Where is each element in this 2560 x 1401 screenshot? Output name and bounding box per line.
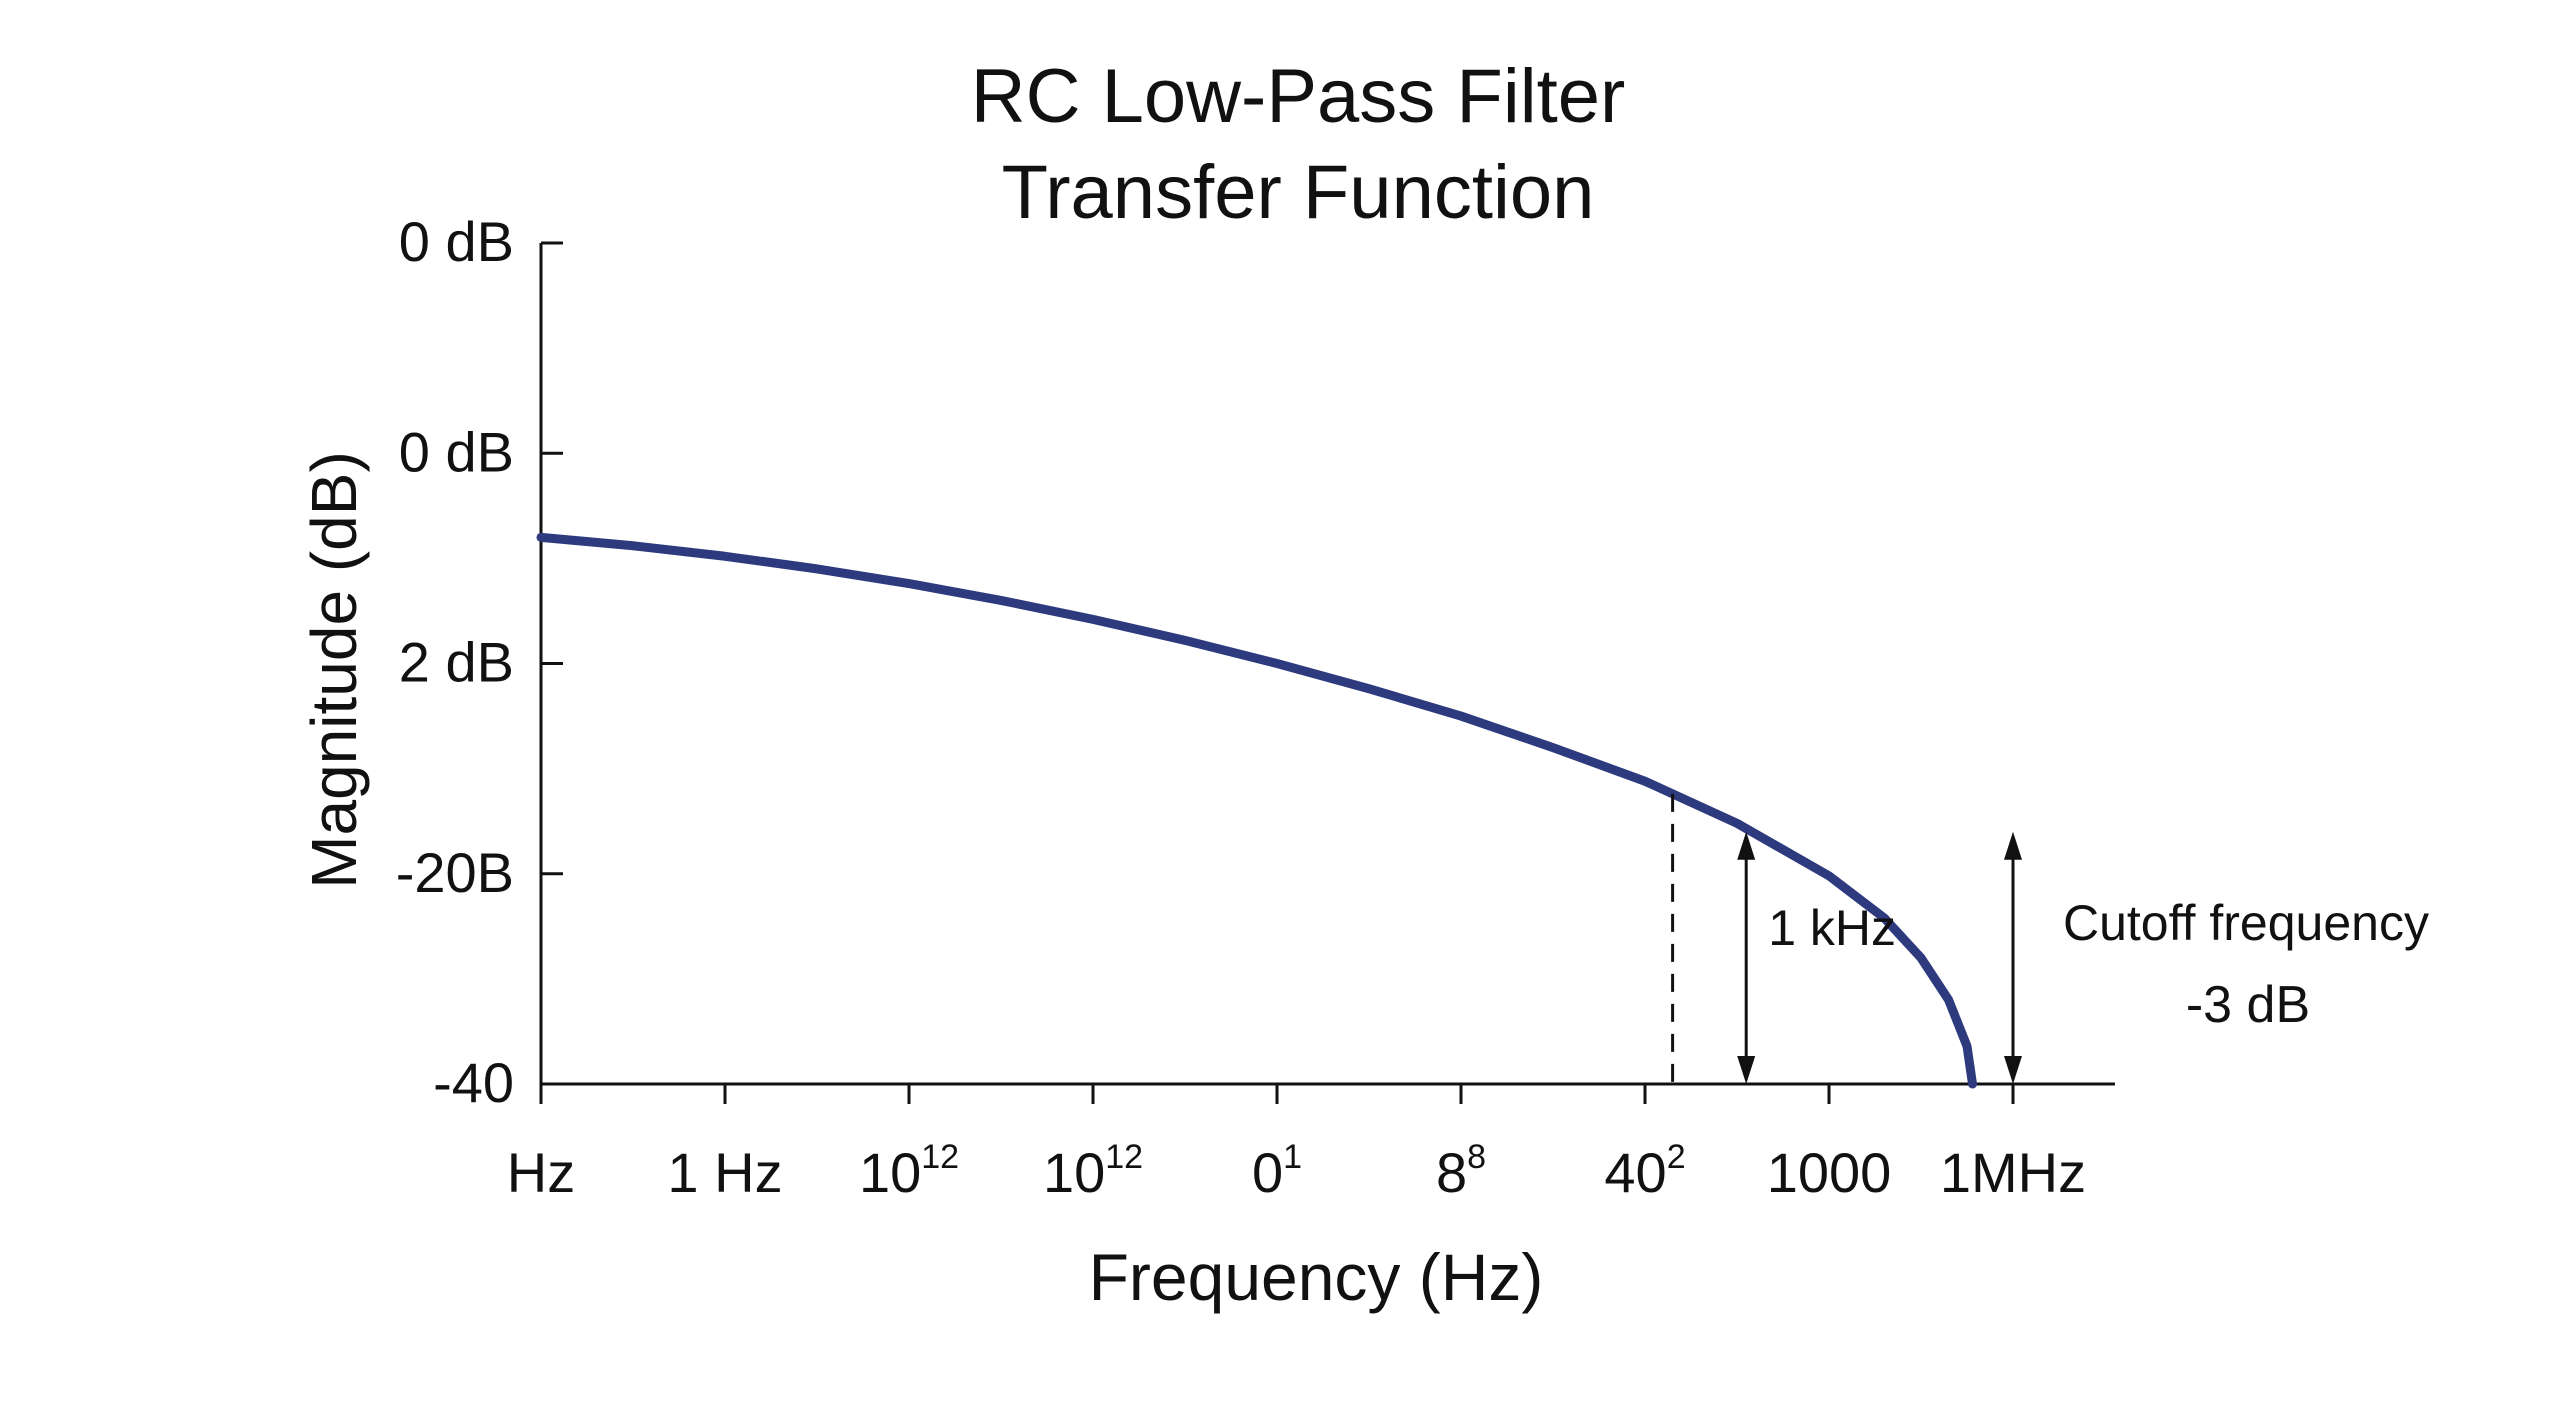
arrow-head-up <box>1737 831 1756 860</box>
y-tick-label: 0 dB <box>399 210 514 273</box>
magnitude-curve <box>536 532 1978 1089</box>
x-tick-label: 01 <box>1252 1138 1302 1204</box>
x-axis-label: Frequency (Hz) <box>1089 1240 1544 1314</box>
arrow-head-down <box>2004 1056 2022 1084</box>
x-tick-label: 1 Hz <box>667 1141 782 1204</box>
y-tick-label: -40 <box>433 1051 514 1114</box>
chart-title-line-1: RC Low-Pass Filter <box>971 54 1626 139</box>
arrow-head-up <box>2004 831 2022 860</box>
x-tick-label: 1012 <box>859 1138 959 1204</box>
cutoff-frequency-label: Cutoff frequency <box>2063 895 2429 951</box>
x-tick-label: Hz <box>507 1141 575 1204</box>
x-tick-label: 402 <box>1604 1138 1685 1204</box>
arrow-1kHz <box>1737 831 1756 1084</box>
y-tick-label: -20B <box>396 841 514 904</box>
arrow-cutoff <box>2004 831 2022 1084</box>
x-tick-group: Hz 1 Hz 1012 1012 01 88 402 1000 1MHz <box>507 1084 2086 1204</box>
cutoff-db-label: -3 dB <box>2186 976 2310 1034</box>
y-tick-group: 0 dB 0 dB 2 dB -20B -40 <box>396 210 563 1114</box>
chart-title-line-2: Transfer Function <box>1002 150 1595 235</box>
x-tick-label: 1012 <box>1043 1138 1143 1204</box>
x-tick-label: 1000 <box>1767 1141 1892 1204</box>
y-axis-label: Magnitude (dB) <box>298 451 370 889</box>
y-tick-label: 2 dB <box>399 631 514 694</box>
y-tick-label: 0 dB <box>399 420 514 483</box>
arrow-1khz-label: 1 kHz <box>1768 900 1896 956</box>
x-tick-label: 1MHz <box>1940 1141 2086 1204</box>
x-tick-label: 88 <box>1436 1138 1486 1204</box>
arrow-head-down <box>1737 1056 1756 1084</box>
